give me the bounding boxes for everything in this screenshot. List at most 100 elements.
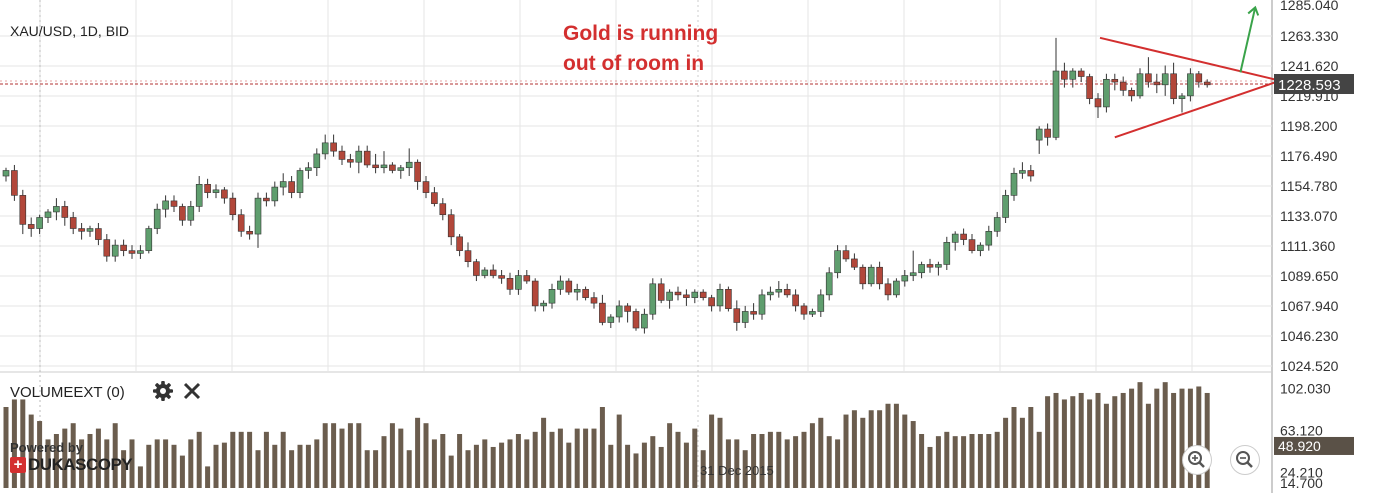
zoom-out-button[interactable] xyxy=(1230,445,1260,475)
volume-bar xyxy=(675,431,681,488)
candle-body xyxy=(179,206,186,221)
candle-body xyxy=(867,266,875,285)
volume-bar xyxy=(574,428,580,488)
volume-bar xyxy=(952,436,958,488)
price-tick-label: 1111.360 xyxy=(1280,238,1335,254)
candle-body xyxy=(111,244,119,257)
volume-bar xyxy=(171,444,177,488)
candle-body xyxy=(254,197,262,235)
triangle-lower-line xyxy=(1114,79,1281,139)
candle-body xyxy=(691,291,699,298)
volume-bar xyxy=(583,428,589,488)
volume-bar xyxy=(1019,417,1025,488)
gear-icon[interactable] xyxy=(153,381,173,401)
volume-bar xyxy=(163,439,169,488)
candle-body xyxy=(506,277,514,290)
volume-bar xyxy=(566,442,572,488)
candle-body xyxy=(372,164,379,169)
candle-body xyxy=(237,214,245,232)
candle-body xyxy=(103,239,111,257)
candle-body xyxy=(884,283,892,296)
volume-bar xyxy=(1204,392,1210,488)
volume-bar xyxy=(373,450,379,488)
candle-body xyxy=(355,150,363,163)
candle-body xyxy=(86,228,94,232)
candle-body xyxy=(1086,76,1093,99)
volume-bar xyxy=(633,453,639,488)
candle-body xyxy=(1044,128,1051,138)
candle-body xyxy=(380,164,388,169)
volume-bar xyxy=(45,439,51,488)
candle-body xyxy=(834,250,841,274)
volume-bar xyxy=(692,428,698,488)
candle-body xyxy=(657,283,665,301)
candle-body xyxy=(53,206,60,213)
candle-body xyxy=(1170,73,1177,99)
candle-body xyxy=(531,280,539,307)
volume-bar xyxy=(121,450,127,488)
volume-tick-label: 102.030 xyxy=(1280,381,1331,397)
volume-bar xyxy=(331,423,337,488)
volume-bar xyxy=(1053,392,1059,488)
candle-body xyxy=(11,170,18,196)
candle-body xyxy=(162,200,169,210)
candle-body xyxy=(447,214,455,238)
volume-bar xyxy=(255,450,261,488)
candle-body xyxy=(851,258,858,268)
close-icon[interactable] xyxy=(183,382,201,400)
volume-bar xyxy=(658,446,664,488)
volume-bar xyxy=(188,439,194,488)
candle-body xyxy=(943,242,951,265)
volume-series xyxy=(3,382,1210,488)
volume-bar xyxy=(532,431,538,488)
volume-bar xyxy=(549,431,555,488)
candle-body xyxy=(313,153,321,169)
candle-body xyxy=(582,289,589,298)
candle-body xyxy=(876,266,883,285)
volume-bar xyxy=(272,444,278,488)
candle-body xyxy=(641,313,648,329)
candle-body xyxy=(666,291,673,301)
candle-body xyxy=(565,280,573,293)
candle-body xyxy=(951,233,959,243)
candle-body xyxy=(27,224,35,229)
candle-body xyxy=(464,250,472,262)
candle-body xyxy=(61,206,69,218)
candle-body xyxy=(792,294,799,307)
volume-bar xyxy=(599,407,605,488)
volume-bar xyxy=(725,439,731,488)
price-tick-label: 1133.070 xyxy=(1280,208,1338,224)
volume-bar xyxy=(507,439,513,488)
candle-body xyxy=(1052,70,1060,138)
volume-bar xyxy=(667,423,673,488)
candle-body xyxy=(548,289,556,304)
volume-bar xyxy=(927,446,933,488)
candle-body xyxy=(456,236,463,251)
volume-bar xyxy=(146,444,152,488)
candle-body xyxy=(901,275,909,282)
symbol-label: XAU/USD, 1D, BID xyxy=(10,23,129,39)
volume-bar xyxy=(868,410,874,488)
price-tick-label: 1154.780 xyxy=(1280,178,1338,194)
volume-bar xyxy=(247,431,253,488)
candle-body xyxy=(1119,81,1127,91)
volume-bar xyxy=(53,434,59,488)
candle-body xyxy=(44,211,52,218)
volume-bar xyxy=(625,444,631,488)
volume-bar xyxy=(1103,403,1109,488)
volume-bar xyxy=(1087,399,1093,488)
candle-body xyxy=(1203,81,1211,86)
candle-body xyxy=(733,308,741,323)
volume-bar xyxy=(683,442,689,488)
candle-body xyxy=(1187,73,1194,97)
zoom-in-button[interactable] xyxy=(1182,445,1212,475)
volume-bar xyxy=(314,439,320,488)
candle-body xyxy=(1094,98,1102,108)
volume-bar xyxy=(87,434,93,488)
candle-body xyxy=(590,297,598,304)
volume-bar xyxy=(305,444,311,488)
candle-body xyxy=(649,283,657,315)
candle-body xyxy=(1027,170,1035,177)
volume-bar xyxy=(11,399,17,488)
